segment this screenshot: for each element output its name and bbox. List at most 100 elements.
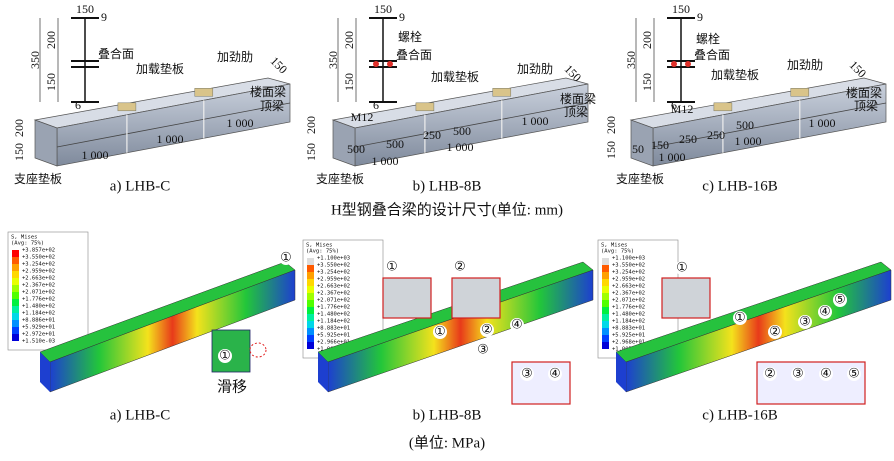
legend-value: +3.254e+02 xyxy=(317,270,350,276)
dimension-label: 150 xyxy=(672,2,690,16)
legend-swatch xyxy=(12,299,19,306)
fea-beam-end xyxy=(318,352,328,392)
legend-swatch xyxy=(307,307,314,314)
dimension-label: 1 000 xyxy=(735,134,762,148)
dimension-label: 1 000 xyxy=(809,116,836,130)
legend-swatch xyxy=(307,272,314,279)
dimension-label: 150 xyxy=(268,54,291,77)
inset xyxy=(211,329,251,373)
legend-title: S, Mises xyxy=(601,243,628,249)
marker-bg xyxy=(548,367,562,381)
legend-box xyxy=(7,231,89,351)
dimension-label: 150 xyxy=(847,58,870,81)
dimension-label: 叠合面 xyxy=(396,47,432,62)
legend-value: +1.510e-03 xyxy=(22,339,55,345)
dimension-label: 200 xyxy=(12,119,26,137)
marker: ② xyxy=(769,325,781,340)
marker-bg xyxy=(453,260,467,274)
dimension-label: 200 xyxy=(44,31,58,49)
dimension-label: 加载垫板 xyxy=(431,69,479,84)
marker: ③ xyxy=(477,343,489,358)
legend-swatch xyxy=(602,328,609,335)
dimension-label: 150 xyxy=(374,2,392,16)
dimension-label: 1 000 xyxy=(157,132,184,146)
marker: ③ xyxy=(521,367,533,382)
legend-swatch xyxy=(602,342,609,349)
marker: ③ xyxy=(792,367,804,382)
legend-value: +2.959e+02 xyxy=(317,277,350,283)
legend-swatch xyxy=(602,286,609,293)
panel-label: b) LHB-8B xyxy=(413,407,482,423)
dimension-label: 支座垫板 xyxy=(316,171,364,186)
marker: ① xyxy=(219,349,231,364)
dimension-label: 加劲肋 xyxy=(787,57,823,72)
legend-swatch xyxy=(12,250,19,257)
inset xyxy=(451,277,501,319)
legend-swatch xyxy=(12,292,19,299)
inset xyxy=(382,277,432,319)
dimension-label: 楼面梁 xyxy=(560,91,596,106)
dimension-label: 150 xyxy=(342,73,356,91)
legend-swatch xyxy=(307,265,314,272)
dimension-label: 楼面梁 xyxy=(250,84,286,99)
dimension-label: M12 xyxy=(671,102,694,116)
dimension-label: 1 000 xyxy=(522,114,549,128)
dimension-label: 1 000 xyxy=(372,154,399,168)
dimension-label: 200 xyxy=(342,31,356,49)
dimension-label: 6 xyxy=(373,98,379,112)
legend-value: +8.883e+01 xyxy=(612,326,645,332)
legend-value: +3.550e+02 xyxy=(22,255,55,261)
legend-swatch xyxy=(602,272,609,279)
legend-value: +2.663e+02 xyxy=(317,284,350,290)
marker: ② xyxy=(481,323,493,338)
marker-bg xyxy=(818,305,832,319)
legend-value: +1.184e+02 xyxy=(612,319,645,325)
dimension-label: 6 xyxy=(671,98,677,112)
legend-swatch xyxy=(307,300,314,307)
legend-value: +2.663e+02 xyxy=(22,276,55,282)
legend-swatch xyxy=(602,300,609,307)
legend-value: +8.886e+01 xyxy=(22,318,55,324)
legend-swatch xyxy=(307,321,314,328)
marker: ⑤ xyxy=(834,293,846,308)
marker-bg xyxy=(476,343,490,357)
dimension-label: 150 xyxy=(76,2,94,16)
dimension-label: 250 xyxy=(707,128,725,142)
loading-plate xyxy=(492,88,512,97)
dimension-label: 500 xyxy=(453,124,471,138)
marker: ② xyxy=(454,260,466,275)
legend-title: S, Mises xyxy=(306,243,333,249)
loading-plate xyxy=(117,102,137,112)
legend-value: +1.480e+02 xyxy=(612,312,645,318)
legend-swatch xyxy=(307,314,314,321)
legend-value: +1.100e+03 xyxy=(317,256,350,262)
legend-value: +3.857e+02 xyxy=(22,248,55,254)
dimension-label: 150 xyxy=(12,143,26,161)
dimension-label: 9 xyxy=(399,10,405,24)
legend-value: +1.100e+03 xyxy=(612,256,645,262)
legend-value: +1.480e+02 xyxy=(22,304,55,310)
legend-value: +2.367e+02 xyxy=(317,291,350,297)
legend-value: +3.550e+02 xyxy=(612,263,645,269)
dimension-label: 150 xyxy=(604,141,618,159)
bolt xyxy=(387,61,393,67)
marker-bg xyxy=(798,315,812,329)
dimension-label: 1 000 xyxy=(447,140,474,154)
legend-swatch xyxy=(602,321,609,328)
dimension-label: 500 xyxy=(386,137,404,151)
legend-swatch xyxy=(602,307,609,314)
dimension-label: 250 xyxy=(679,132,697,146)
legend-swatch xyxy=(602,279,609,286)
loading-plate xyxy=(415,102,435,112)
dimension-label: 9 xyxy=(697,10,703,24)
dimension-label: 250 xyxy=(423,128,441,142)
legend-swatch xyxy=(602,314,609,321)
dimension-label: 150 xyxy=(640,73,654,91)
dimension-label: 500 xyxy=(736,118,754,132)
dimension-label: 加劲肋 xyxy=(217,49,253,64)
dimension-label: 支座垫板 xyxy=(616,171,664,186)
legend-title: S, Mises xyxy=(11,235,38,241)
panel-label: c) LHB-16B xyxy=(702,407,777,423)
marker: ④ xyxy=(511,318,523,333)
seam xyxy=(652,102,887,148)
